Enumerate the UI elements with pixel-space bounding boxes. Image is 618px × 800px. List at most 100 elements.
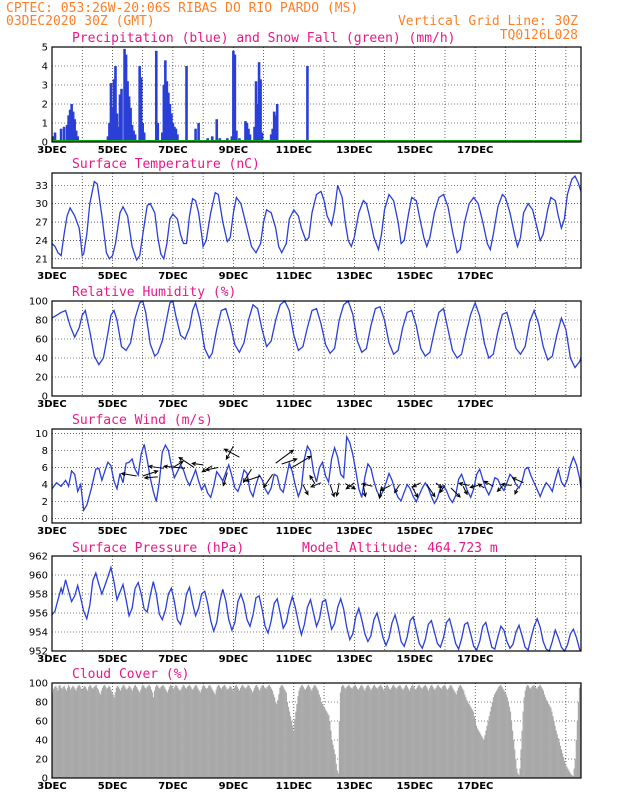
wind-vector-arrow: [204, 466, 219, 472]
cloud-bar: [149, 686, 151, 778]
cloud-bar: [247, 684, 249, 778]
precip-bar: [254, 81, 258, 142]
cloud-bar: [473, 716, 475, 778]
cloud-bar: [421, 688, 423, 778]
cloud-bar: [142, 684, 144, 778]
cloud-bar: [521, 730, 523, 778]
header-model-code: TQ0126L028: [500, 28, 578, 43]
cloud-bar: [126, 689, 128, 778]
precip-bar: [164, 60, 167, 142]
precip-bar: [112, 79, 116, 142]
x-tick-label: 7DEC: [158, 145, 187, 156]
cloud-bar: [528, 687, 531, 778]
cloud-bar: [66, 687, 69, 778]
wind-vector-arrow: [172, 460, 184, 468]
cloud-bar: [561, 753, 564, 778]
x-tick-label: 3DEC: [37, 781, 66, 792]
y-tick-label: 30: [35, 199, 48, 210]
cloud-bar: [63, 685, 65, 778]
cloud-bar: [64, 688, 67, 778]
cloud-bar: [106, 688, 108, 778]
cloud-bar: [360, 685, 362, 778]
panel-frame: [51, 46, 582, 143]
cloud-bar: [196, 686, 198, 778]
cloud-bar: [402, 689, 404, 778]
y-tick-label: 33: [35, 181, 48, 192]
cloud-bar: [506, 697, 508, 778]
cloud-bar: [169, 684, 172, 778]
cloud-bar: [189, 684, 191, 778]
wind-vector-arrow: [462, 486, 468, 496]
cloud-bar: [292, 725, 294, 778]
cloud-bar: [263, 686, 265, 778]
cloud-bar: [562, 757, 565, 778]
cloud-bar: [75, 690, 77, 778]
precip-bar: [111, 107, 114, 142]
precip-bar: [114, 66, 117, 142]
cloud-bar: [397, 686, 399, 778]
cloud-bar: [536, 688, 538, 778]
cloud-bar: [557, 738, 559, 778]
cloud-bar: [558, 741, 560, 778]
cloud-bar: [93, 686, 95, 778]
cloud-bar: [366, 685, 368, 778]
x-tick-label: 3DEC: [37, 271, 66, 282]
wind-vector-arrow: [143, 475, 158, 480]
y-tick-label: 4: [42, 62, 48, 73]
cloud-bar: [123, 684, 125, 778]
cloud-bar: [336, 770, 338, 778]
wind-vector-arrow: [275, 449, 295, 464]
panel-frame: [51, 300, 582, 397]
cloud-bar: [480, 734, 482, 778]
y-tick-label: 2: [42, 100, 48, 111]
cloud-bar: [451, 686, 453, 778]
cloud-bar: [60, 687, 62, 778]
precip-bar: [129, 107, 132, 142]
cloud-bar: [209, 684, 211, 778]
x-tick-label: 13DEC: [336, 145, 372, 156]
cloud-bar: [55, 685, 57, 778]
cloud-bar: [150, 689, 153, 778]
cloud-bar: [426, 688, 429, 778]
precip-bar: [68, 109, 72, 142]
cloud-bar: [387, 686, 389, 778]
x-tick-label: 13DEC: [336, 399, 372, 410]
precip-bar: [52, 136, 55, 142]
precip-bar: [138, 66, 141, 142]
cloud-bar: [264, 687, 266, 778]
cloud-bar: [352, 686, 354, 778]
cloud-bar: [408, 690, 411, 778]
y-tick-label: 20: [35, 373, 48, 384]
cloud-bar: [54, 686, 56, 778]
y-tick-label: 100: [29, 297, 48, 308]
cloud-bar: [135, 686, 138, 778]
cloud-bar: [382, 688, 384, 778]
panel-frame: [51, 682, 582, 779]
cloud-bar: [439, 687, 441, 778]
cloud-bar: [212, 690, 214, 778]
cloud-bar: [566, 766, 568, 778]
y-tick-label: 0: [42, 138, 48, 149]
cloud-bar: [160, 686, 162, 778]
cloud-bar: [253, 687, 256, 778]
cloud-bar: [164, 688, 166, 778]
cloud-bar: [577, 702, 580, 778]
cloud-bar: [475, 725, 478, 778]
cloud-bar: [61, 688, 63, 778]
precip-bar: [170, 113, 173, 142]
cloud-bar: [487, 721, 489, 778]
cloud-bar: [518, 775, 520, 778]
cloud-bar: [513, 740, 515, 778]
cloud-bar: [112, 694, 114, 778]
cloud-bar: [170, 685, 173, 778]
wind-vector-arrow: [435, 482, 443, 489]
y-tick-label: 4: [42, 480, 48, 491]
cloud-bar: [539, 684, 541, 778]
cloud-bar: [404, 685, 406, 778]
cloud-bar: [484, 735, 486, 778]
cloud-bar: [535, 687, 537, 778]
cloud-bar: [398, 685, 400, 778]
x-tick-label: 17DEC: [457, 781, 493, 792]
wind-vector-arrow: [496, 485, 503, 493]
cloud-bar: [233, 687, 235, 778]
